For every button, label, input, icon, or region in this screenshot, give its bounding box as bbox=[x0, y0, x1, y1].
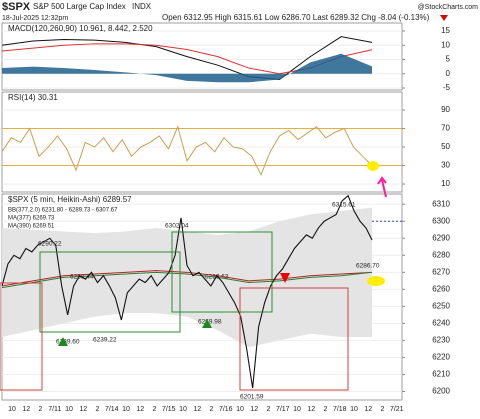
line bbox=[1, 270, 373, 287]
y-tick-label: 90 bbox=[441, 105, 450, 114]
box bbox=[171, 231, 273, 313]
price-annotation: 6239.60 bbox=[56, 339, 80, 346]
y-tick-label: 0 bbox=[446, 69, 451, 78]
price-annotation: 6286.70 bbox=[356, 263, 380, 270]
line bbox=[1, 194, 373, 389]
x-tick-label: 10 bbox=[179, 406, 187, 413]
symbol: $SPX bbox=[2, 1, 31, 13]
legend-entry: MA(377) 6269.73 bbox=[8, 216, 55, 222]
x-tick-label: 10 bbox=[122, 406, 130, 413]
x-tick-label: 12 bbox=[250, 406, 258, 413]
y-tick-label: 6280 bbox=[432, 250, 450, 259]
x-tick-label: 10 bbox=[8, 406, 16, 413]
date: 18-Jul-2025 12:32pm bbox=[2, 15, 68, 22]
x-tick-label: 10 bbox=[65, 406, 73, 413]
y-tick-label: 5 bbox=[446, 55, 451, 64]
x-tick-label: 12 bbox=[364, 406, 372, 413]
x-tick-label: 10 bbox=[350, 406, 358, 413]
panel-title: MACD(120,260,90) 10.961, 8.442, 2.520 bbox=[8, 24, 153, 33]
x-tick-label: 2 bbox=[324, 406, 328, 413]
x-tick-label: 10 bbox=[293, 406, 301, 413]
y-tick-label: 10 bbox=[441, 40, 450, 49]
highlight bbox=[367, 161, 379, 171]
x-tick-label: 7/15 bbox=[162, 406, 176, 413]
panel-title: $SPX (5 min, Heikin-Ashi) 6289.57 bbox=[8, 195, 132, 204]
y-tick-label: 6260 bbox=[432, 284, 450, 293]
line bbox=[1, 125, 373, 177]
y-tick-label: 6300 bbox=[432, 216, 450, 225]
arrow-up bbox=[202, 319, 212, 328]
price-annotation: 6201.59 bbox=[240, 394, 264, 401]
panel-frame bbox=[1, 91, 403, 193]
line bbox=[1, 36, 373, 80]
bollinger-band bbox=[2, 207, 372, 348]
y-tick-label: 6290 bbox=[432, 233, 450, 242]
down-arrow bbox=[440, 15, 448, 21]
y-tick-label: 70 bbox=[441, 124, 450, 133]
box bbox=[39, 251, 181, 333]
y-tick-label: 10 bbox=[441, 179, 450, 188]
pointer bbox=[377, 176, 387, 198]
y-tick-label: 6220 bbox=[432, 353, 450, 362]
price-annotation: 6302.04 bbox=[165, 223, 189, 230]
histogram-area bbox=[2, 53, 372, 83]
arrow-down bbox=[280, 273, 290, 283]
y-tick-label: 6270 bbox=[432, 267, 450, 276]
y-tick-label: 15 bbox=[441, 26, 450, 35]
name: S&P 500 Large Cap Index bbox=[33, 2, 126, 11]
price-annotation: 6239.22 bbox=[93, 337, 117, 344]
x-tick-label: 7/11 bbox=[48, 406, 61, 413]
x-tick-label: 7/16 bbox=[219, 406, 233, 413]
x-tick-label: 12 bbox=[307, 406, 315, 413]
legend-entry: BB(377,2.0) 6231.80 - 6289.73 - 6307.67 bbox=[8, 208, 118, 214]
y-tick-label: 6310 bbox=[432, 199, 450, 208]
price-annotation: 6269.98 bbox=[198, 319, 222, 326]
x-tick-label: 12 bbox=[79, 406, 87, 413]
x-tick-label: 2 bbox=[381, 406, 385, 413]
x-tick-label: 7/21 bbox=[390, 406, 404, 413]
legend-entry: MA(390) 6269.51 bbox=[8, 224, 55, 230]
price-annotation: 6315.61 bbox=[332, 202, 356, 209]
x-tick-label: 2 bbox=[39, 406, 43, 413]
y-tick-label: 6230 bbox=[432, 336, 450, 345]
box bbox=[0, 282, 43, 391]
x-tick-label: 12 bbox=[136, 406, 144, 413]
x-tick-label: 2 bbox=[210, 406, 214, 413]
y-tick-label: 30 bbox=[441, 161, 450, 170]
x-tick-label: 7/17 bbox=[276, 406, 290, 413]
panel-title: RSI(14) 30.31 bbox=[8, 93, 58, 102]
panel-frame bbox=[1, 22, 403, 91]
x-tick-label: 2 bbox=[153, 406, 157, 413]
y-tick-label: 6200 bbox=[432, 387, 450, 396]
y-tick-label: 6210 bbox=[432, 370, 450, 379]
line bbox=[1, 271, 373, 289]
source: @StockCharts.com bbox=[418, 4, 479, 11]
highlight bbox=[367, 276, 385, 286]
x-tick-label: 10 bbox=[236, 406, 244, 413]
x-tick-label: 7/18 bbox=[333, 406, 347, 413]
x-tick-label: 12 bbox=[22, 406, 30, 413]
y-tick-label: 50 bbox=[441, 142, 450, 151]
exchange: INDX bbox=[132, 2, 152, 11]
y-tick-label: 6240 bbox=[432, 318, 450, 327]
x-tick-label: 12 bbox=[193, 406, 201, 413]
quote: Open 6312.95 High 6315.61 Low 6286.70 La… bbox=[162, 13, 430, 22]
price-annotation: 6290.22 bbox=[38, 241, 62, 248]
arrow-up bbox=[58, 337, 68, 346]
box bbox=[239, 287, 349, 391]
x-tick-label: 2 bbox=[96, 406, 100, 413]
x-tick-label: 7/14 bbox=[105, 406, 119, 413]
y-tick-label: -5 bbox=[443, 83, 451, 92]
y-tick-label: 6250 bbox=[432, 301, 450, 310]
x-tick-label: 2 bbox=[267, 406, 271, 413]
